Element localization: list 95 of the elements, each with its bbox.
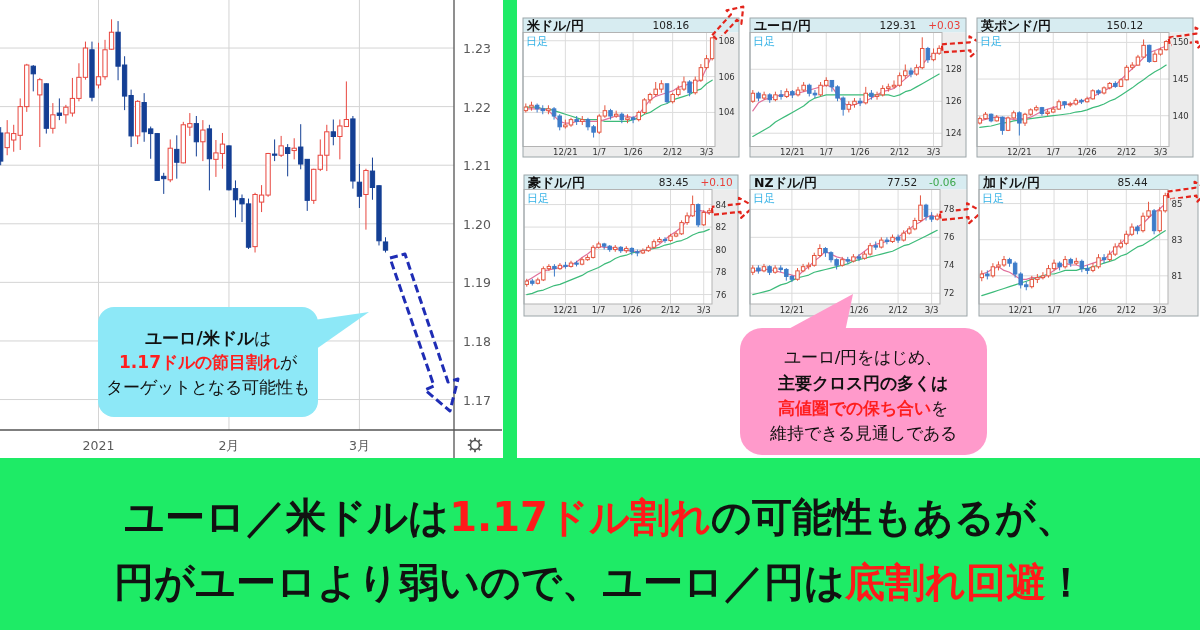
x-tick-label: 2月 (218, 437, 240, 453)
annotation: 1.17ドルの節目割れが (119, 352, 298, 372)
y-tick-label: 85 (1171, 198, 1183, 209)
x-tick-label: 2021 (82, 437, 115, 453)
x-tick-label: 1/7 (819, 146, 834, 157)
text: 主要クロス円の多くは (777, 373, 948, 393)
y-tick-label: 81 (1171, 270, 1183, 281)
x-tick-label: 3/3 (1153, 146, 1168, 157)
y-tick-label: 76 (715, 289, 727, 300)
line-series (752, 73, 940, 138)
line-series (981, 230, 1166, 297)
x-tick-label: 1/7 (1046, 146, 1061, 157)
line-series (979, 64, 1167, 129)
chart-title: NZドル/円 (754, 174, 818, 190)
y-tick-label: 1.23 (463, 40, 491, 56)
x-tick-label: 12/21 (779, 305, 805, 315)
chart-title: ユーロ/円 (754, 17, 811, 33)
text: 77.52 (887, 176, 918, 189)
x-tick-label: 2/12 (890, 146, 910, 157)
x-tick-label: 12/21 (553, 305, 578, 315)
chart-subtitle: 日足 (753, 35, 775, 47)
x-tick-label: 1/26 (1077, 146, 1097, 157)
y-tick-label: 104 (718, 107, 735, 118)
y-tick-label: 83 (1171, 234, 1183, 245)
text: 高値圏での保ち合いを (778, 398, 948, 418)
text: -0.06 (929, 176, 957, 189)
x-tick-label: 12/21 (553, 146, 578, 157)
text: 維持できる見通しである (768, 423, 957, 443)
x-tick-label: 2/12 (1117, 146, 1137, 157)
x-tick-label: 1/26 (622, 305, 642, 315)
text: 85.44 (1117, 176, 1148, 189)
x-tick-label: 3/3 (1152, 305, 1167, 315)
x-tick-label: 2/12 (660, 305, 681, 315)
y-tick-label: 1.20 (463, 216, 491, 232)
text: 83.45 (658, 176, 689, 189)
chart-subtitle: 日足 (753, 192, 775, 204)
text: 円がユーロより弱いので、ユーロ／円は底割れ回避！ (114, 559, 1086, 605)
y-tick-label: 124 (945, 128, 962, 139)
y-tick-label: 1.19 (463, 274, 491, 290)
chart-title: 加ドル/円 (982, 174, 1040, 190)
x-tick-label: 12/21 (780, 146, 805, 157)
x-tick-label: 2/12 (1116, 305, 1136, 315)
y-tick-label: 82 (715, 222, 727, 233)
chart-title: 米ドル/円 (526, 17, 584, 33)
x-tick-label: 1/7 (592, 146, 607, 157)
y-tick-label: 126 (945, 96, 962, 107)
x-tick-label: 12/21 (1008, 305, 1033, 315)
y-tick-label: 80 (715, 244, 727, 255)
text: 108.16 (652, 19, 690, 32)
x-tick-label: 12/21 (1007, 146, 1032, 157)
x-tick-label: 2/12 (663, 146, 683, 157)
y-tick-label: 140 (1172, 110, 1189, 121)
x-tick-label: 1/26 (1077, 305, 1097, 315)
text: +0.10 (700, 176, 733, 189)
y-tick-label: 150 (1172, 37, 1189, 48)
annotation: ユーロ/米ドルは (145, 328, 271, 348)
y-tick-label: 76 (943, 232, 955, 243)
x-tick-label: 3/3 (924, 305, 939, 315)
y-tick-label: 128 (945, 64, 962, 75)
text: 150.12 (1106, 19, 1144, 32)
chart-subtitle: 日足 (980, 35, 1002, 47)
x-tick-label: 3月 (348, 437, 370, 453)
x-tick-label: 1/7 (1047, 305, 1061, 315)
x-tick-label: 2/12 (888, 305, 908, 315)
chart-title: 英ポンド/円 (980, 17, 1051, 33)
y-tick-label: 78 (715, 267, 727, 278)
line-series (526, 228, 710, 296)
text: ユーロ/円をはじめ、 (783, 347, 943, 367)
y-tick-label: 1.17 (463, 392, 491, 408)
x-tick-label: 1/26 (623, 146, 643, 157)
y-tick-label: 1.21 (463, 157, 491, 173)
text: +0.03 (928, 19, 961, 32)
chart-subtitle: 日足 (982, 192, 1004, 204)
x-tick-label: 3/3 (696, 305, 711, 315)
text: 129.31 (879, 19, 917, 32)
x-tick-label: 1/7 (591, 305, 606, 315)
x-tick-label: 3/3 (926, 146, 941, 157)
y-tick-label: 106 (718, 71, 735, 82)
y-tick-label: 84 (715, 199, 727, 210)
y-tick-label: 1.18 (463, 333, 491, 349)
chart-title: 豪ドル/円 (527, 174, 585, 190)
y-tick-label: 78 (943, 204, 955, 215)
x-tick-label: 3/3 (699, 146, 714, 157)
y-tick-label: 74 (943, 260, 955, 271)
chart-subtitle: 日足 (527, 192, 549, 204)
text: ユーロ／米ドルは1.17ドル割れの可能性もあるが、 (124, 494, 1076, 540)
y-tick-label: 145 (1172, 74, 1189, 85)
line-series (752, 229, 938, 296)
y-tick-label: 108 (718, 35, 735, 46)
annotation: ターゲットとなる可能性も (106, 377, 310, 397)
x-tick-label: 1/26 (850, 146, 870, 157)
x-tick-label: 1/26 (849, 305, 869, 315)
chart-subtitle: 日足 (526, 35, 548, 47)
y-tick-label: 1.22 (463, 99, 491, 115)
y-tick-label: 72 (943, 288, 955, 299)
